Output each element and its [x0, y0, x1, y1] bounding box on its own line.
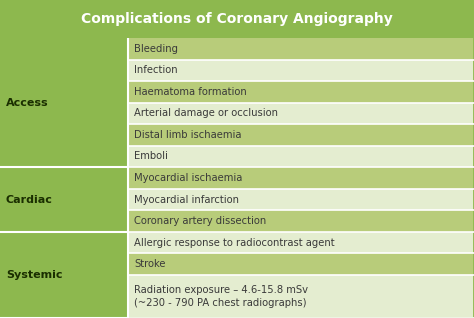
Bar	[128, 81, 474, 103]
Bar	[128, 275, 474, 318]
Bar	[0, 38, 128, 167]
Bar	[128, 210, 474, 232]
Bar	[128, 189, 474, 210]
Bar	[0, 0, 474, 38]
Text: Stroke: Stroke	[134, 259, 165, 269]
Text: Complications of Coronary Angiography: Complications of Coronary Angiography	[81, 12, 393, 26]
Bar	[128, 59, 474, 81]
Bar	[128, 167, 474, 189]
Text: Allergic response to radiocontrast agent: Allergic response to radiocontrast agent	[134, 238, 335, 248]
Text: Emboli: Emboli	[134, 151, 168, 162]
Bar	[128, 146, 474, 167]
Text: Access: Access	[6, 98, 49, 107]
Bar	[128, 232, 474, 253]
Text: Myocardial ischaemia: Myocardial ischaemia	[134, 173, 242, 183]
Text: Cardiac: Cardiac	[6, 195, 53, 204]
Bar	[128, 38, 474, 59]
Text: Infection: Infection	[134, 65, 178, 75]
Bar	[128, 253, 474, 275]
Text: Systemic: Systemic	[6, 270, 63, 280]
Text: Bleeding: Bleeding	[134, 44, 178, 54]
Text: Haematoma formation: Haematoma formation	[134, 87, 247, 97]
Bar	[0, 167, 128, 232]
Text: Myocardial infarction: Myocardial infarction	[134, 195, 239, 204]
Text: Coronary artery dissection: Coronary artery dissection	[134, 216, 266, 226]
Bar	[0, 232, 128, 318]
Text: Arterial damage or occlusion: Arterial damage or occlusion	[134, 108, 278, 118]
Text: Distal limb ischaemia: Distal limb ischaemia	[134, 130, 241, 140]
Bar	[128, 124, 474, 146]
Bar	[128, 103, 474, 124]
Text: Radiation exposure – 4.6-15.8 mSv
(~230 - 790 PA chest radiographs): Radiation exposure – 4.6-15.8 mSv (~230 …	[134, 285, 308, 308]
